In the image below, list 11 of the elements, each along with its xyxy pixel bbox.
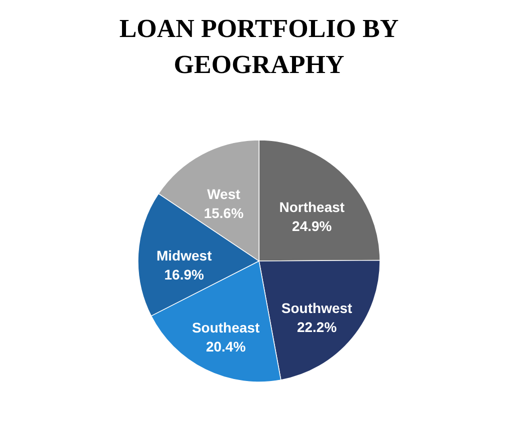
slice-label: Southeast (192, 319, 260, 336)
slice-label: West (207, 186, 241, 202)
slice-label: Midwest (156, 248, 212, 264)
data-label: 20.4% (206, 338, 246, 354)
slice-label: Northeast (279, 198, 345, 215)
data-label: 15.6% (204, 204, 244, 221)
slice-label: Southwest (281, 300, 353, 316)
data-label: 22.2% (296, 318, 338, 335)
chart-title: LOAN PORTFOLIO BY GEOGRAPHY (119, 14, 399, 79)
data-label: 16.9% (164, 266, 205, 283)
data-label: 24.9% (292, 218, 332, 234)
